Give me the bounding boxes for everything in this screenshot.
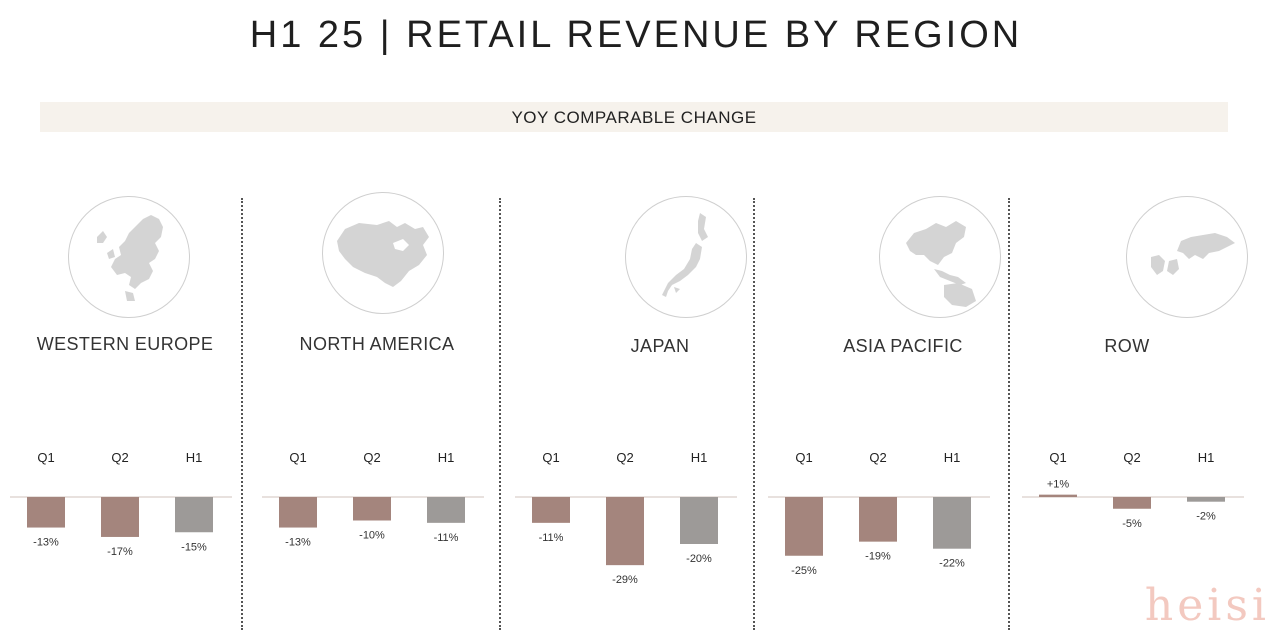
category-label: Q2 (616, 450, 633, 465)
category-label: H1 (691, 450, 708, 465)
data-label: -25% (791, 565, 817, 577)
category-label: Q1 (542, 450, 559, 465)
bar-chart: Q1 -13% Q2 -10% H1 -11% (262, 450, 484, 549)
bar (353, 497, 391, 521)
category-label: Q2 (363, 450, 380, 465)
data-label: -29% (612, 574, 638, 586)
region-divider (753, 198, 755, 630)
europe-map-icon (68, 196, 190, 318)
bar (279, 497, 317, 528)
data-label: -11% (539, 532, 564, 544)
data-label: -15% (181, 541, 207, 553)
category-label: Q1 (1049, 450, 1066, 465)
data-label: -20% (686, 553, 712, 565)
bar (606, 497, 644, 566)
region-divider (241, 198, 243, 630)
data-label: -22% (939, 558, 965, 570)
region-panel-north-america: NORTH AMERICA Q1 -13% Q2 -10% H1 -11% (262, 0, 492, 635)
bar-chart: Q1 -13% Q2 -17% H1 -15% (10, 450, 232, 558)
region-chart: Q1 +1% Q2 -5% H1 -2% (1022, 440, 1252, 600)
data-label: -10% (359, 530, 385, 542)
category-label: Q1 (37, 450, 54, 465)
bar-chart: Q1 -11% Q2 -29% H1 -20% (515, 450, 737, 586)
region-panel-japan: JAPAN Q1 -11% Q2 -29% H1 -20% (515, 0, 747, 635)
category-label: Q2 (111, 450, 128, 465)
region-chart: Q1 -25% Q2 -19% H1 -22% (768, 440, 998, 600)
category-label: H1 (438, 450, 455, 465)
data-label: -11% (434, 532, 459, 544)
data-label: -13% (33, 537, 59, 549)
bar (175, 497, 213, 533)
region-panel-asia-pacific: ASIA PACIFIC Q1 -25% Q2 -19% H1 -22% (768, 0, 1001, 635)
category-label: Q2 (869, 450, 886, 465)
bar (680, 497, 718, 544)
bar (785, 497, 823, 556)
bar (1039, 494, 1077, 497)
region-divider (499, 198, 501, 630)
japan-map-icon (625, 196, 747, 318)
subtitle-label: YOY COMPARABLE CHANGE (511, 108, 757, 127)
data-label: -13% (285, 537, 311, 549)
category-label: Q1 (795, 450, 812, 465)
region-name: JAPAN (630, 336, 690, 356)
bar (27, 497, 65, 528)
region-panel-western-europe: WESTERN EUROPE Q1 -13% Q2 -17% H1 -15% (10, 0, 240, 635)
region-chart: Q1 -13% Q2 -17% H1 -15% (10, 440, 240, 600)
bar-chart: Q1 +1% Q2 -5% H1 -2% (1022, 450, 1244, 530)
data-label: -17% (107, 546, 133, 558)
north-america-map-icon (322, 192, 444, 314)
bar (1187, 497, 1225, 502)
data-label: -2% (1196, 511, 1216, 523)
region-divider (1008, 198, 1010, 630)
bar (859, 497, 897, 542)
region-name: NORTH AMERICA (299, 334, 455, 354)
bar (101, 497, 139, 537)
data-label: -19% (865, 551, 891, 563)
category-label: Q1 (289, 450, 306, 465)
category-label: H1 (186, 450, 203, 465)
region-name: ASIA PACIFIC (843, 336, 963, 356)
region-name: WESTERN EUROPE (36, 334, 214, 354)
data-label: -5% (1122, 518, 1142, 530)
region-chart: Q1 -11% Q2 -29% H1 -20% (515, 440, 745, 600)
bar (427, 497, 465, 523)
world-map-icon (1126, 196, 1248, 318)
bar (532, 497, 570, 523)
bar (1113, 497, 1151, 509)
bar-chart: Q1 -25% Q2 -19% H1 -22% (768, 450, 990, 577)
asia-pacific-map-icon (879, 196, 1001, 318)
page-title: H1 25 | RETAIL REVENUE BY REGION (249, 14, 1023, 56)
subtitle-banner: YOY COMPARABLE CHANGE (40, 102, 1228, 132)
bar (933, 497, 971, 549)
region-chart: Q1 -13% Q2 -10% H1 -11% (262, 440, 492, 600)
category-label: Q2 (1123, 450, 1140, 465)
region-panel-row: ROW Q1 +1% Q2 -5% H1 -2% (1022, 0, 1252, 635)
category-label: H1 (944, 450, 961, 465)
category-label: H1 (1198, 450, 1215, 465)
watermark-text: heisi (1144, 580, 1270, 631)
data-label: +1% (1047, 479, 1070, 491)
region-name: ROW (1104, 336, 1150, 356)
